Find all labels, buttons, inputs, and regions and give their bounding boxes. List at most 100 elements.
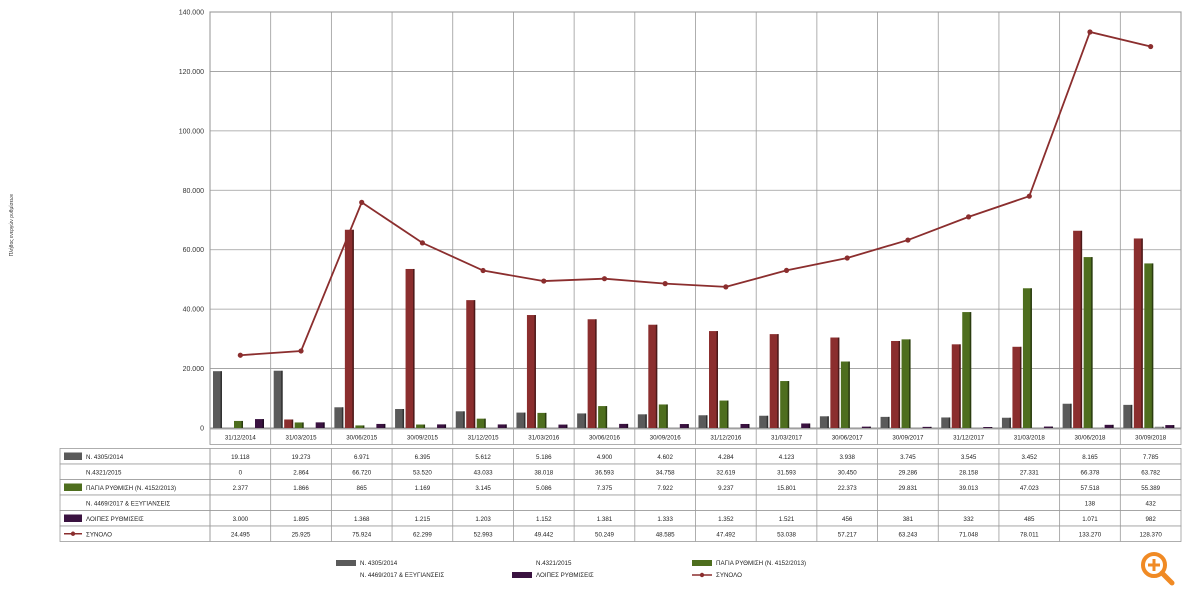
table-cell-value: 4.284 xyxy=(718,454,734,461)
table-cell-value: 5.612 xyxy=(475,454,491,461)
bar-shade-0-7 xyxy=(645,414,647,428)
y-tick-label: 40.000 xyxy=(183,307,205,314)
table-cell-value: 30.450 xyxy=(838,470,857,477)
total-marker-2 xyxy=(359,200,364,205)
x-tick-label: 31/03/2018 xyxy=(1014,435,1046,442)
table-cell-value: 4.900 xyxy=(597,454,613,461)
table-cell-value: 3.145 xyxy=(475,485,491,492)
table-cell-value: 66.720 xyxy=(352,470,371,477)
bar-shade-4-11 xyxy=(930,427,932,428)
bar-shade-0-3 xyxy=(403,409,405,428)
total-marker-7 xyxy=(663,281,668,286)
bar-shade-0-9 xyxy=(767,416,769,428)
bar-shade-0-14 xyxy=(1070,404,1072,428)
row-key-swatch xyxy=(64,484,82,492)
table-cell-value: 138 xyxy=(1085,501,1096,508)
table-cell-value: 31.593 xyxy=(777,470,796,477)
bar-shade-4-6 xyxy=(627,424,629,428)
table-cell-value: 78.011 xyxy=(1020,532,1039,539)
bar-shade-0-10 xyxy=(827,416,829,428)
bar-shade-2-7 xyxy=(666,404,668,428)
table-cell-value: 15.801 xyxy=(777,485,796,492)
bar-shade-0-1 xyxy=(281,371,283,428)
table-cell-value: 57.518 xyxy=(1081,485,1100,492)
legend-key-swatch xyxy=(692,560,712,566)
table-cell-value: 39.013 xyxy=(959,485,978,492)
table-cell-value: 1.071 xyxy=(1082,516,1098,523)
table-cell-value: 19.273 xyxy=(292,454,311,461)
bar-shade-0-8 xyxy=(706,415,708,428)
total-marker-9 xyxy=(784,268,789,273)
table-cell-value: 63.782 xyxy=(1141,470,1160,477)
y-tick-label: 80.000 xyxy=(183,188,205,195)
bar-shade-1-9 xyxy=(777,334,779,428)
legend-label: Ν. 4305/2014 xyxy=(360,560,398,567)
bar-shade-1-12 xyxy=(959,344,961,428)
table-cell-value: 1.215 xyxy=(415,516,431,523)
table-cell-value: 49.442 xyxy=(534,532,553,539)
table-cell-value: 8.165 xyxy=(1082,454,1098,461)
bar-shade-4-4 xyxy=(505,424,507,428)
table-cell-value: 6.971 xyxy=(354,454,370,461)
bar-shade-4-1 xyxy=(323,422,325,428)
x-tick-label: 30/06/2017 xyxy=(832,435,864,442)
table-cell-value: 9.237 xyxy=(718,485,734,492)
total-marker-0 xyxy=(238,353,243,358)
bar-shade-2-5 xyxy=(545,413,547,428)
row-key-marker xyxy=(71,532,75,536)
x-tick-label: 31/12/2015 xyxy=(468,435,500,442)
legend-label: Ν. 4469/2017 & ΕΞΥΓΙΑΝΣΕΙΣ xyxy=(360,572,444,579)
bar-shade-4-8 xyxy=(748,424,750,428)
bar-shade-4-14 xyxy=(1112,425,1114,428)
table-cell-value: 332 xyxy=(963,516,974,523)
table-cell-value: 2.377 xyxy=(233,485,249,492)
bar-shade-4-9 xyxy=(809,423,811,428)
x-tick-label: 31/03/2017 xyxy=(771,435,803,442)
table-cell-value: 2.864 xyxy=(293,470,309,477)
bar-shade-2-15 xyxy=(1152,263,1154,428)
table-cell-value: 3.545 xyxy=(961,454,977,461)
bar-shade-4-15 xyxy=(1173,425,1175,428)
table-cell-value: 1.895 xyxy=(293,516,309,523)
total-marker-8 xyxy=(723,284,728,289)
x-tick-label: 30/09/2015 xyxy=(407,435,439,442)
table-cell-value: 5.186 xyxy=(536,454,552,461)
y-tick-label: 20.000 xyxy=(183,366,205,373)
bar-shade-1-5 xyxy=(534,315,536,428)
legend-key-swatch xyxy=(512,572,532,578)
bar-shade-2-3 xyxy=(424,425,426,428)
bar-shade-1-6 xyxy=(595,319,597,428)
x-tick-label: 30/06/2018 xyxy=(1074,435,1106,442)
y-tick-label: 120.000 xyxy=(179,69,204,76)
table-cell-value: 19.118 xyxy=(231,454,250,461)
bar-shade-0-2 xyxy=(342,407,344,428)
legend-key-marker xyxy=(700,573,704,577)
table-row xyxy=(60,464,1181,480)
table-cell-value: 381 xyxy=(903,516,914,523)
y-tick-label: 0 xyxy=(200,426,204,433)
bar-shade-2-13 xyxy=(1030,288,1032,428)
table-cell-value: 128.370 xyxy=(1139,532,1162,539)
row-series-name: Ν. 4469/2017 & ΕΞΥΓΙΑΝΣΕΙΣ xyxy=(86,501,170,508)
table-row xyxy=(60,526,1181,542)
zoom-in-button[interactable] xyxy=(1137,548,1177,588)
x-tick-label: 30/06/2016 xyxy=(589,435,621,442)
bar-shade-2-2 xyxy=(363,425,365,428)
total-marker-11 xyxy=(905,237,910,242)
table-cell-value: 53.520 xyxy=(413,470,432,477)
table-cell-value: 75.924 xyxy=(352,532,371,539)
table-cell-value: 34.758 xyxy=(656,470,675,477)
x-tick-label: 31/12/2014 xyxy=(225,435,257,442)
table-cell-value: 63.243 xyxy=(898,532,917,539)
table-cell-value: 7.922 xyxy=(657,485,673,492)
bar-shade-2-4 xyxy=(484,419,486,428)
table-cell-value: 5.086 xyxy=(536,485,552,492)
bar-shade-2-9 xyxy=(788,381,790,428)
row-series-name: ΣΥΝΟΛΟ xyxy=(86,532,112,539)
bar-shade-4-3 xyxy=(445,424,447,428)
table-cell-value: 38.018 xyxy=(534,470,553,477)
x-tick-label: 30/09/2017 xyxy=(892,435,924,442)
table-cell-value: 3.000 xyxy=(233,516,249,523)
bar-shade-0-15 xyxy=(1131,405,1133,428)
table-cell-value: 28.158 xyxy=(959,470,978,477)
